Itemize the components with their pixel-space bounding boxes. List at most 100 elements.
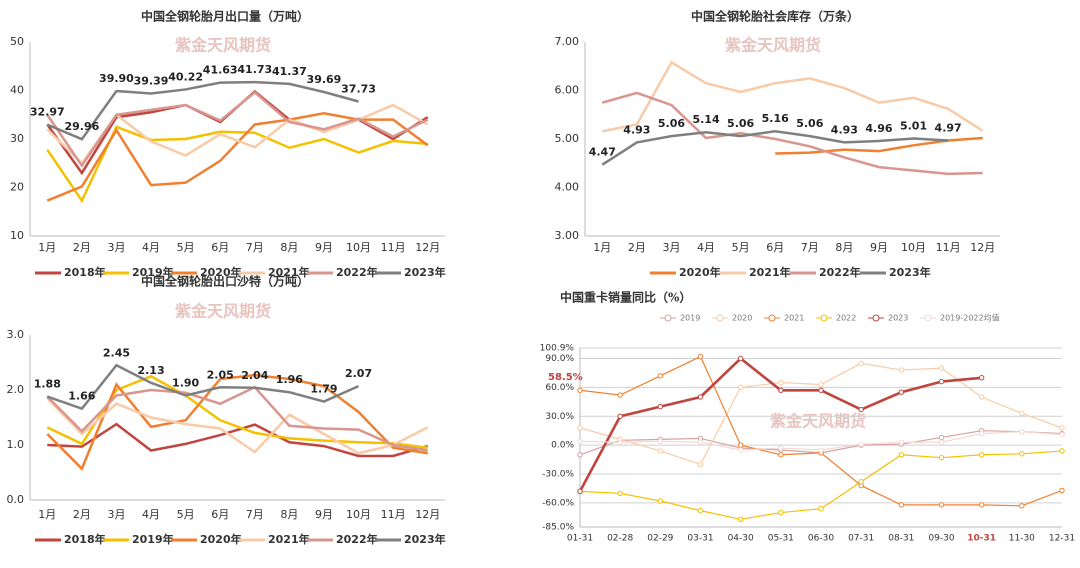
legend-label: 2019年 [132, 265, 174, 279]
value-label: 41.73 [237, 63, 272, 76]
point [778, 379, 784, 386]
y-tick-label: 60.0% [545, 383, 574, 393]
x-tick-label: 2月 [73, 508, 91, 521]
point [657, 448, 664, 454]
series-line [47, 422, 429, 458]
point [778, 445, 784, 451]
legend-label: 2018年 [64, 265, 106, 279]
y-tick-label: 0.0% [551, 441, 574, 451]
point [1019, 410, 1025, 417]
point [737, 384, 744, 391]
legend-marker [716, 314, 724, 322]
legend-marker [664, 314, 672, 322]
value-label: 1.66 [68, 390, 95, 403]
point [617, 490, 623, 496]
point [898, 502, 905, 508]
legend-label: 2023 [888, 314, 908, 323]
legend-label: 2022年 [819, 265, 861, 279]
y-tick-label: 7.00 [555, 35, 580, 48]
y-tick-label: 30 [10, 132, 24, 145]
y-tick-label: -60.0% [542, 498, 574, 508]
point [617, 439, 623, 445]
legend-marker [872, 314, 880, 322]
point [657, 438, 664, 445]
x-tick-label: 12月 [415, 241, 440, 254]
value-label: 5.06 [727, 117, 754, 130]
series-line [46, 90, 429, 168]
watermark: 紫金天风期货 [175, 36, 271, 55]
watermark: 紫金天风期货 [175, 302, 271, 321]
x-tick-label: 3月 [107, 508, 125, 521]
value-label: 39.90 [99, 72, 134, 85]
point [617, 413, 623, 419]
value-label: 2.45 [103, 346, 130, 359]
value-label: 1.90 [172, 377, 199, 390]
point [1059, 431, 1065, 438]
legend-label: 2020年 [200, 265, 242, 279]
x-tick-label: 09-30 [928, 534, 954, 544]
y-tick-label: 100.9% [540, 344, 575, 354]
value-label: 39.69 [307, 73, 342, 86]
series-line [46, 80, 359, 141]
point [577, 425, 583, 431]
legend-marker [768, 314, 776, 322]
point [938, 454, 945, 461]
value-label: 4.47 [589, 146, 616, 159]
x-tick-label: 08-31 [888, 534, 914, 544]
value-label: 29.96 [64, 120, 99, 133]
y-tick-label: 4.00 [555, 181, 580, 194]
y-tick-label: 5.00 [555, 132, 580, 145]
x-tick-label: 7月 [246, 508, 264, 521]
point [978, 394, 985, 400]
value-label: 5.14 [692, 113, 719, 126]
x-tick-label: 04-30 [728, 534, 754, 544]
x-tick-label: 8月 [280, 241, 298, 254]
point [1019, 428, 1025, 435]
value-label: 41.63 [203, 64, 238, 77]
value-label: 1.79 [310, 383, 337, 396]
value-label: 2.07 [345, 367, 372, 380]
x-tick-label: 1月 [38, 241, 56, 254]
x-tick-label: 7月 [801, 241, 819, 254]
x-tick-label: 05-31 [768, 534, 794, 544]
x-tick-label: 9月 [870, 241, 888, 254]
value-label: 2.05 [207, 368, 234, 381]
y-tick-label: 30.0% [545, 412, 574, 422]
legend-label: 2019年 [132, 532, 174, 546]
annotation: 58.5% [548, 372, 583, 383]
x-tick-label: 11月 [936, 241, 961, 254]
x-tick-label: 11月 [381, 508, 406, 521]
series-line [46, 373, 428, 471]
legend-label: 2020年 [200, 532, 242, 546]
point [858, 479, 864, 485]
y-tick-label: 0.0 [7, 493, 25, 506]
point [858, 360, 864, 367]
x-tick-label: 01-31 [567, 534, 593, 544]
point [978, 452, 985, 458]
point [1059, 487, 1065, 494]
x-tick-label: 5月 [177, 508, 195, 521]
y-tick-label: -30.0% [542, 470, 574, 480]
point [778, 452, 784, 458]
point [778, 387, 784, 393]
x-tick-label: 02-29 [647, 534, 673, 544]
x-tick-label: 03-31 [687, 534, 713, 544]
y-tick-label: 20 [10, 181, 24, 194]
legend-label: 2019-2022均值 [940, 313, 1000, 323]
watermark: 紫金天风期货 [770, 412, 866, 431]
x-tick-label: 4月 [142, 241, 160, 254]
x-tick-label: 5月 [732, 241, 750, 254]
point [1019, 503, 1025, 509]
point [938, 502, 945, 508]
x-tick-label: 4月 [142, 508, 160, 521]
x-tick-label: 9月 [315, 508, 333, 521]
point [898, 367, 905, 373]
value-label: 32.97 [30, 106, 65, 119]
value-label: 41.37 [272, 65, 307, 78]
point [617, 392, 623, 398]
value-label: 1.96 [276, 373, 303, 386]
x-tick-label: 2月 [73, 241, 91, 254]
point [938, 434, 945, 441]
x-tick-label: 3月 [107, 241, 125, 254]
value-label: 5.06 [658, 117, 685, 130]
